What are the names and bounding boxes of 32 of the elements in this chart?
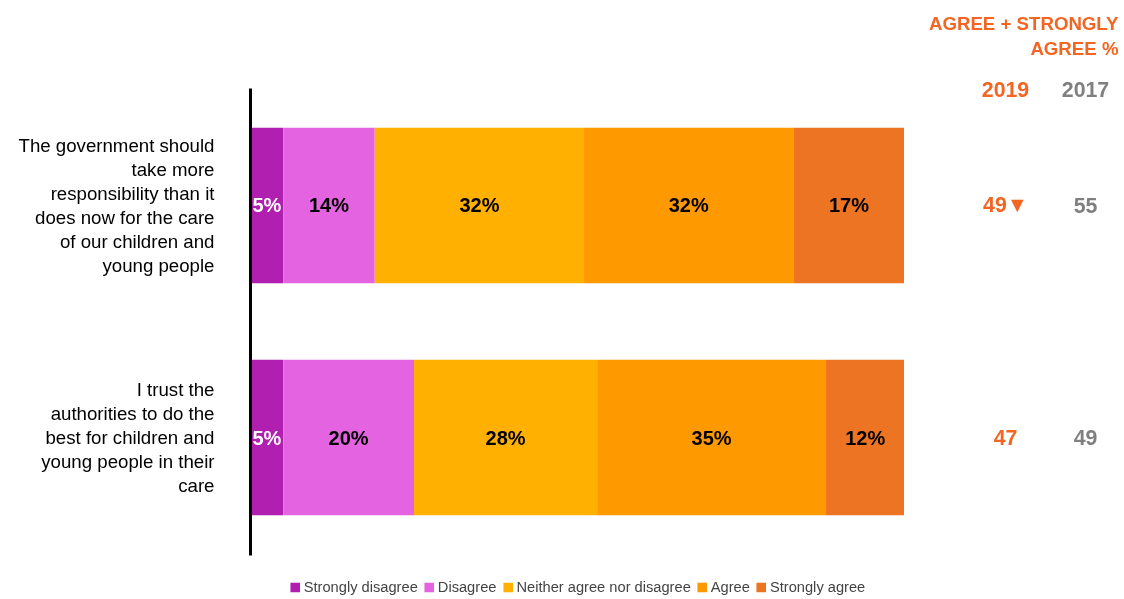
data-label: 17% <box>828 194 870 217</box>
bar <box>826 359 904 516</box>
text: 49 <box>1073 426 1098 450</box>
bar <box>374 127 585 284</box>
data-label: 5% <box>252 426 282 449</box>
legend-label: Strongly disagree <box>303 579 418 595</box>
legend-label: Strongly agree <box>769 579 866 595</box>
data-label: 14% <box>308 194 350 217</box>
text: 49▼ <box>983 193 1028 218</box>
data-label: 28% <box>485 426 526 449</box>
data-label: 5% <box>252 194 282 217</box>
data-label: 32% <box>668 194 709 217</box>
legend-label: Disagree <box>437 579 497 595</box>
text: 2017 <box>1061 77 1110 102</box>
y-tick-label: I trust the authorities to do the best for children and young people in their care <box>41 378 215 497</box>
bar <box>584 127 794 284</box>
data-label: 35% <box>691 426 732 449</box>
data-label: 32% <box>459 194 500 217</box>
legend-label: Agree <box>710 579 750 595</box>
bar <box>793 127 904 284</box>
bar <box>283 127 375 284</box>
bar <box>414 359 598 516</box>
y-tick-label: The government should take more responsibility than it does now for the care of our children and young people <box>18 134 216 277</box>
text: AGREE + STRONGLY AGREE % <box>928 12 1120 60</box>
text: 2019 <box>981 77 1030 102</box>
legend-label: Neither agree nor disagree <box>516 579 691 595</box>
data-label: 20% <box>328 426 369 449</box>
text: 55 <box>1073 193 1098 218</box>
data-label: 12% <box>845 426 886 449</box>
text: 47 <box>993 426 1018 450</box>
bar <box>283 359 414 516</box>
bar <box>597 359 827 516</box>
